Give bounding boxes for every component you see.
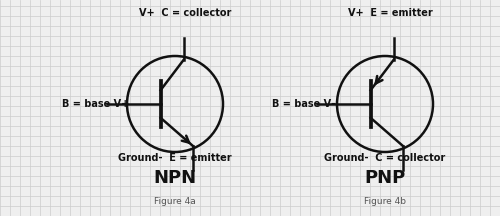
Text: V+  E = emitter: V+ E = emitter [348, 8, 432, 18]
Text: Ground-  E = emitter: Ground- E = emitter [118, 153, 232, 163]
Text: B = base V+: B = base V+ [62, 99, 129, 109]
Text: NPN: NPN [154, 169, 196, 187]
Text: PNP: PNP [364, 169, 406, 187]
Text: Figure 4a: Figure 4a [154, 197, 196, 206]
Text: Ground-  C = collector: Ground- C = collector [324, 153, 446, 163]
Text: B = base V–: B = base V– [272, 99, 336, 109]
Text: Figure 4b: Figure 4b [364, 197, 406, 206]
Text: V+  C = collector: V+ C = collector [139, 8, 231, 18]
